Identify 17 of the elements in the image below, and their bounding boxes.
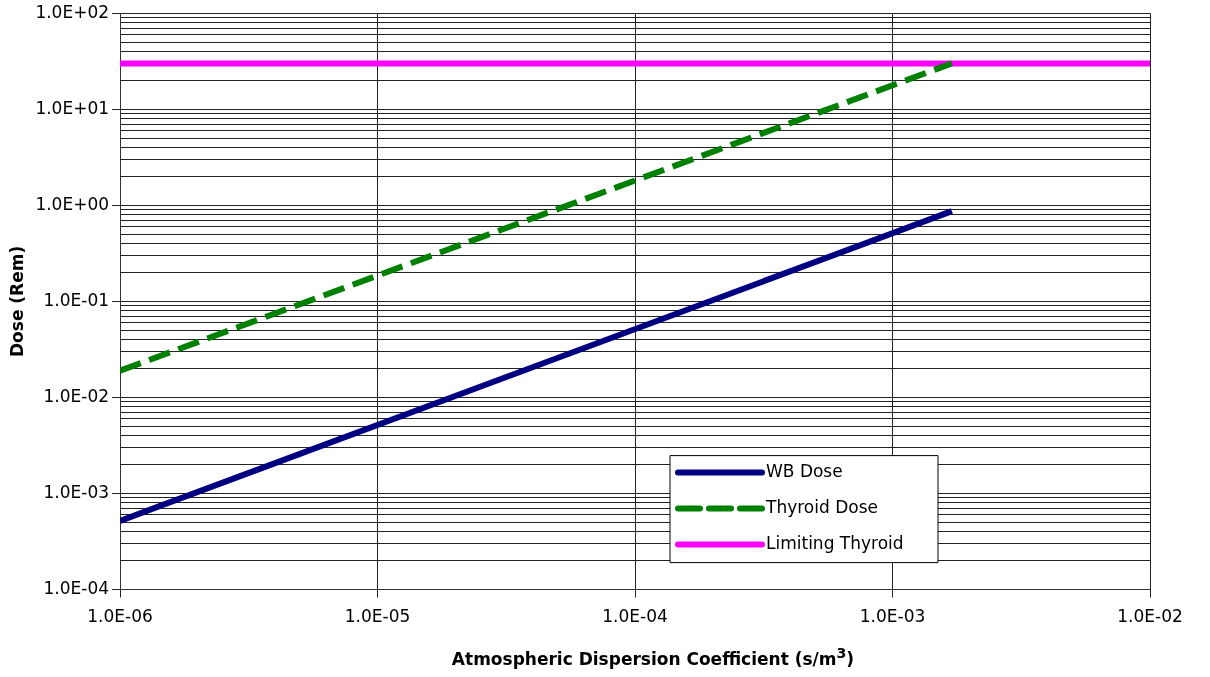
y-tick-label: 1.0E-03 (43, 481, 110, 502)
y-tick-label: 1.0E+00 (35, 193, 110, 214)
x-tick-label: 1.0E-05 (344, 606, 411, 627)
y-axis-title: Dose (Rem) (6, 245, 27, 358)
x-tick-label: 1.0E-06 (87, 606, 153, 627)
x-tick-label: 1.0E-02 (1117, 606, 1183, 627)
x-tick-label: 1.0E-03 (859, 606, 926, 627)
y-tick-label: 1.0E-02 (43, 385, 110, 406)
y-tick-label: 1.0E-01 (43, 289, 110, 310)
legend-label: Limiting Thyroid (766, 533, 904, 554)
x-tick-label: 1.0E-04 (602, 606, 668, 627)
legend-label: WB Dose (766, 461, 843, 482)
y-tick-label: 1.0E+01 (35, 97, 110, 118)
y-tick-label: 1.0E-04 (43, 578, 110, 599)
y-tick-label: 1.0E+02 (35, 1, 110, 22)
legend-label: Thyroid Dose (765, 497, 878, 518)
x-axis-title: Atmospheric Dispersion Coefficient (s/m$^{3}$) (450, 645, 856, 669)
